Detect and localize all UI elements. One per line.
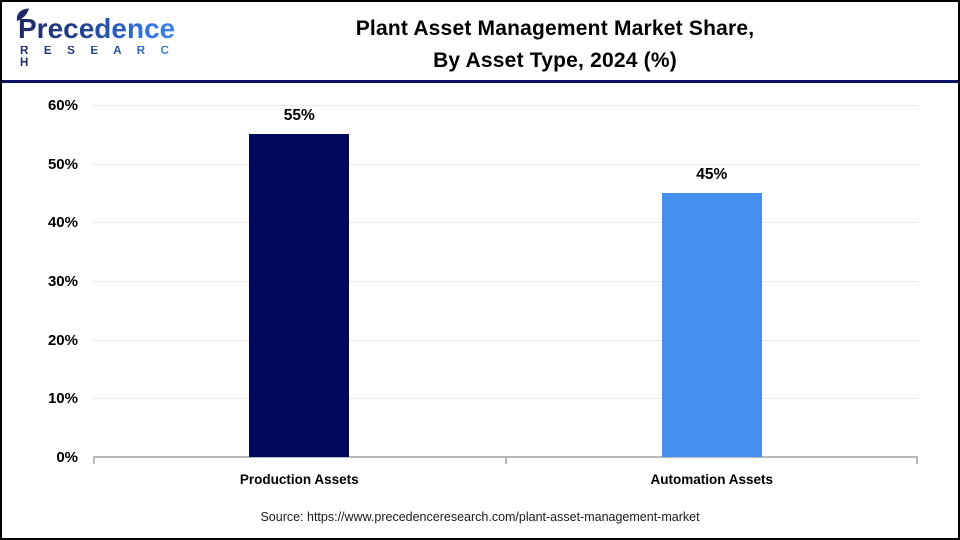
chart-title: Plant Asset Management Market Share, By …	[182, 13, 928, 76]
bar-production-assets[interactable]	[249, 134, 350, 457]
header: Precedence R E S E A R C H Plant Asset M…	[2, 2, 958, 83]
leaf-icon	[16, 8, 29, 21]
source-text: Source: https://www.precedenceresearch.c…	[260, 510, 700, 524]
gridline-40%	[93, 222, 918, 224]
axis-tick	[93, 458, 95, 464]
chart-title-line2: By Asset Type, 2024 (%)	[433, 48, 677, 72]
y-tick-label-20%: 20%	[47, 331, 78, 349]
plot-area: 55% Production Assets 45% Automation Assets	[93, 86, 918, 538]
logo-subtext: R E S E A R C H	[18, 45, 178, 69]
y-tick-label-60%: 60%	[47, 97, 78, 114]
bar-value-label: 45%	[696, 166, 728, 183]
category-label-automation-assets: Automation Assets	[650, 472, 773, 487]
y-tick-label-0%: 0%	[56, 449, 78, 466]
logo-wordmark: Precedence	[16, 8, 178, 44]
y-tick-label-50%: 50%	[47, 155, 78, 173]
y-tick-label-10%: 10%	[47, 390, 78, 408]
gridline-10%	[93, 398, 918, 400]
bar-automation-assets[interactable]	[661, 193, 762, 457]
x-axis-line	[93, 456, 918, 458]
bar-value-label: 55%	[283, 107, 315, 125]
gridline-30%	[93, 281, 918, 282]
y-tick-label-30%: 30%	[47, 273, 78, 290]
category-label-production-assets: Production Assets	[239, 472, 359, 487]
gridline-60%	[93, 105, 918, 106]
gridline-50%	[93, 163, 918, 165]
chart-title-line1: Plant Asset Management Market Share,	[355, 17, 755, 40]
logo-word-text: Precedence	[18, 13, 176, 44]
y-tick-label-40%: 40%	[47, 214, 78, 232]
gridline-20%	[93, 339, 918, 341]
axis-tick	[916, 458, 918, 464]
chart-region: 60% 50% 40% 30% 20% 10% 0% 55% Production Asset…	[2, 86, 958, 538]
axis-tick	[504, 458, 507, 464]
brand-logo: Precedence R E S E A R C H	[16, 8, 178, 69]
